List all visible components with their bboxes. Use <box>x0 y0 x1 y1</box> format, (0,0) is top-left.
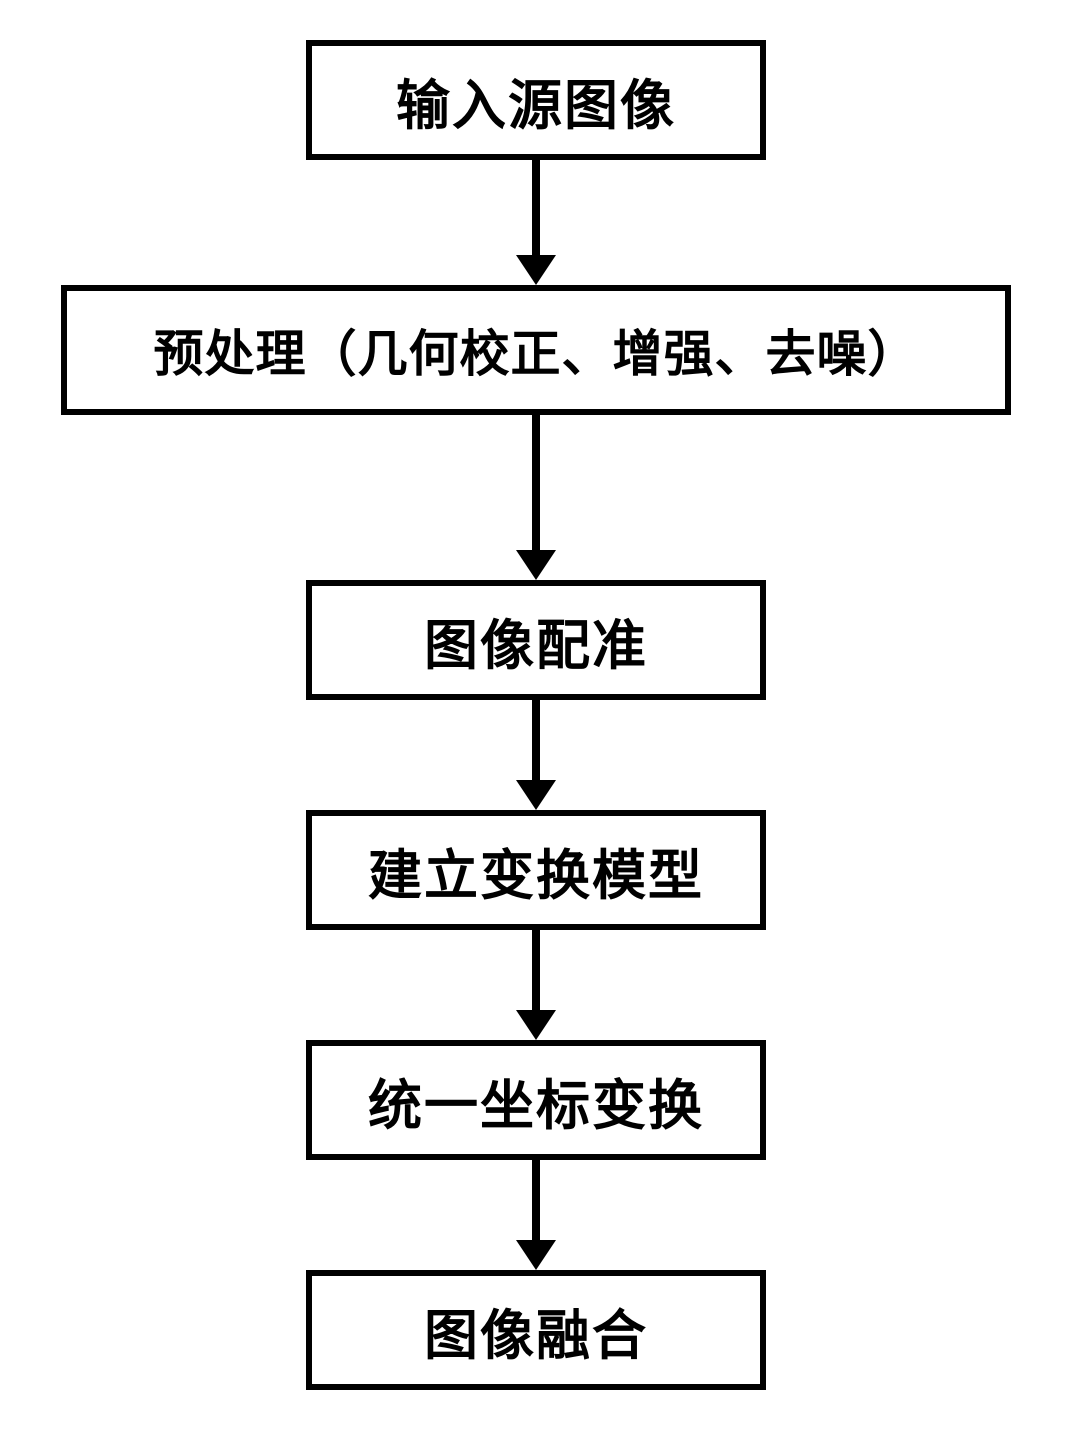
flowchart-arrow <box>516 415 556 580</box>
flowchart-node-input-source: 输入源图像 <box>306 40 766 160</box>
arrow-head-icon <box>516 1010 556 1040</box>
node-label: 预处理（几何校正、增强、去噪） <box>154 314 919 386</box>
flowchart-node-coordinate-transform: 统一坐标变换 <box>306 1040 766 1160</box>
flowchart-arrow <box>516 930 556 1040</box>
flowchart-container: 输入源图像 预处理（几何校正、增强、去噪） 图像配准 建立变换模型 统一坐标变换… <box>61 40 1011 1390</box>
node-label: 图像配准 <box>424 601 648 680</box>
arrow-head-icon <box>516 780 556 810</box>
flowchart-node-registration: 图像配准 <box>306 580 766 700</box>
node-label: 统一坐标变换 <box>368 1061 704 1140</box>
arrow-line <box>532 700 540 780</box>
arrow-head-icon <box>516 255 556 285</box>
flowchart-node-fusion: 图像融合 <box>306 1270 766 1390</box>
arrow-head-icon <box>516 550 556 580</box>
flowchart-arrow <box>516 160 556 285</box>
flowchart-arrow <box>516 700 556 810</box>
node-label: 输入源图像 <box>396 61 676 140</box>
flowchart-node-transform-model: 建立变换模型 <box>306 810 766 930</box>
arrow-head-icon <box>516 1240 556 1270</box>
flowchart-node-preprocess: 预处理（几何校正、增强、去噪） <box>61 285 1011 415</box>
node-label: 建立变换模型 <box>368 831 704 910</box>
arrow-line <box>532 1160 540 1240</box>
arrow-line <box>532 415 540 550</box>
node-label: 图像融合 <box>424 1291 648 1370</box>
flowchart-arrow <box>516 1160 556 1270</box>
arrow-line <box>532 160 540 255</box>
arrow-line <box>532 930 540 1010</box>
